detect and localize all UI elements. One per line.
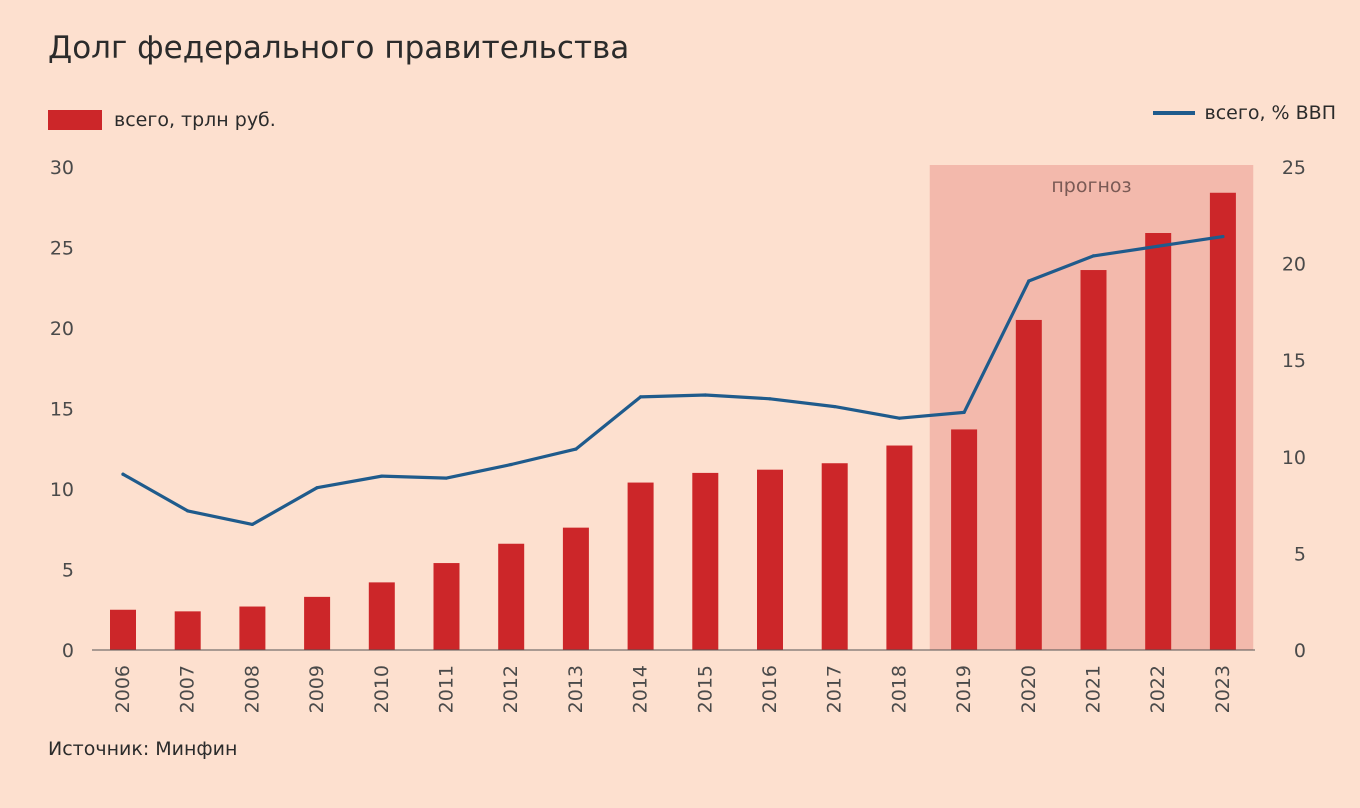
bar-2008 <box>239 606 266 650</box>
bar-2006 <box>110 609 136 650</box>
legend-bar-swatch <box>48 110 102 130</box>
line-point-2008 <box>250 522 254 527</box>
line-point-2021 <box>1091 254 1096 258</box>
x-tick-2017: 2017 <box>824 665 846 713</box>
source-note: Источник: Минфин <box>48 738 238 760</box>
y-left-tick-0: 0 <box>62 640 74 662</box>
line-point-2019 <box>962 410 966 414</box>
bar-2014 <box>627 482 654 650</box>
y-right-tick-5: 5 <box>1294 543 1306 565</box>
line-point-2015 <box>703 393 707 397</box>
y-right-tick-0: 0 <box>1294 640 1306 662</box>
line-point-2014 <box>639 395 643 399</box>
x-tick-2012: 2012 <box>500 665 522 713</box>
line-point-2016 <box>768 397 772 401</box>
line-point-2007 <box>186 509 190 513</box>
line-point-2013 <box>574 447 578 451</box>
x-tick-2019: 2019 <box>953 665 975 713</box>
line-point-2012 <box>509 462 513 467</box>
x-tick-2023: 2023 <box>1212 665 1234 713</box>
line-point-2017 <box>833 404 837 409</box>
y-left-tick-5: 5 <box>62 560 74 582</box>
x-tick-2015: 2015 <box>694 665 716 713</box>
line-point-2023 <box>1221 234 1225 239</box>
bar-2015 <box>692 472 719 650</box>
bar-2010 <box>368 582 395 650</box>
line-point-2011 <box>444 476 449 480</box>
x-tick-2016: 2016 <box>759 665 781 713</box>
bars-layer <box>110 192 1236 650</box>
y-right-tick-25: 25 <box>1282 157 1306 179</box>
y-right-tick-20: 20 <box>1282 254 1306 276</box>
line-point-2006 <box>121 472 125 476</box>
bar-2018 <box>886 445 913 650</box>
bar-2016 <box>757 469 783 650</box>
x-tick-2010: 2010 <box>371 665 393 713</box>
line-point-2009 <box>315 486 319 490</box>
x-tick-2018: 2018 <box>888 665 910 713</box>
bar-2020 <box>1015 319 1042 650</box>
y-left-tick-15: 15 <box>50 399 74 421</box>
gdp-share-line <box>121 235 1225 527</box>
x-tick-2007: 2007 <box>177 665 199 713</box>
legend-bars: всего, трлн руб. <box>48 109 276 131</box>
legend-bar-label: всего, трлн руб. <box>114 109 276 131</box>
x-tick-2008: 2008 <box>241 665 263 713</box>
x-tick-2014: 2014 <box>630 665 652 713</box>
bar-2009 <box>304 596 331 650</box>
y-left-tick-25: 25 <box>50 238 74 260</box>
chart-title: Долг федерального правительства <box>48 30 630 66</box>
legend-line-swatch <box>1152 111 1195 115</box>
x-tick-2009: 2009 <box>306 665 328 713</box>
bar-2007 <box>174 611 201 650</box>
y-right-tick-15: 15 <box>1282 350 1306 372</box>
line-point-2010 <box>380 474 384 478</box>
forecast-label: прогноз <box>1051 175 1131 197</box>
x-tick-2022: 2022 <box>1147 665 1169 713</box>
y-left-tick-10: 10 <box>50 479 74 501</box>
x-tick-2011: 2011 <box>436 665 458 713</box>
line-point-2018 <box>897 416 902 420</box>
bar-2017 <box>821 463 848 650</box>
legend-line: всего, % ВВП <box>1152 102 1336 124</box>
x-tick-2020: 2020 <box>1018 665 1040 713</box>
bar-2012 <box>498 543 525 650</box>
line-point-2022 <box>1156 244 1160 248</box>
y-right-tick-10: 10 <box>1282 447 1306 469</box>
bar-2022 <box>1145 233 1172 650</box>
x-tick-2013: 2013 <box>565 665 587 713</box>
x-tick-2006: 2006 <box>112 665 134 713</box>
bar-2019 <box>951 429 978 650</box>
axes-layer: 0 5 10 15 20 25 30 0 5 10 15 20 25 2006 2007 2008 2009 20… <box>50 157 1306 713</box>
bar-2023 <box>1209 192 1236 650</box>
line-layer <box>121 234 1225 527</box>
y-left-tick-20: 20 <box>50 318 74 340</box>
y-left-tick-30: 30 <box>50 157 74 179</box>
bar-2013 <box>562 527 589 650</box>
legend-line-label: всего, % ВВП <box>1204 102 1336 124</box>
bar-2021 <box>1080 270 1107 650</box>
bar-2011 <box>433 563 460 650</box>
line-point-2020 <box>1027 279 1031 283</box>
x-tick-2021: 2021 <box>1083 665 1105 713</box>
